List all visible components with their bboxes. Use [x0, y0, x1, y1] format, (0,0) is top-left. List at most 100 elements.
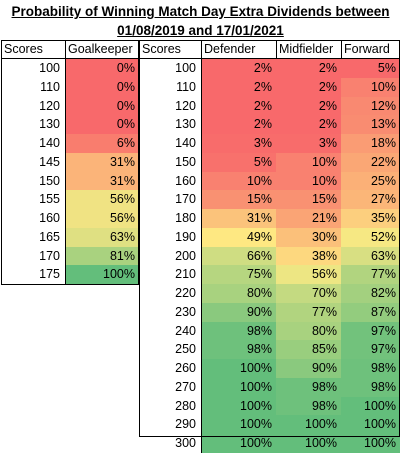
outfield-header-2[interactable]: Midfielder — [279, 42, 334, 56]
goalkeeper-probability-cell[interactable]: 81% — [65, 246, 139, 266]
forward-probability-cell[interactable]: 82% — [341, 284, 400, 304]
goalkeeper-score-cell[interactable]: 165 — [39, 229, 60, 244]
midfielder-probability-cell[interactable]: 98% — [276, 396, 341, 416]
goalkeeper-score-cell[interactable]: 150 — [39, 173, 60, 188]
midfielder-probability-cell[interactable]: 77% — [276, 302, 341, 322]
goalkeeper-probability-cell[interactable]: 6% — [65, 134, 139, 154]
forward-probability-cell[interactable]: 97% — [341, 340, 400, 360]
forward-probability-cell[interactable]: 22% — [341, 152, 400, 172]
midfielder-probability-cell[interactable]: 85% — [276, 340, 341, 360]
defender-probability-cell[interactable]: 49% — [201, 227, 276, 247]
forward-probability-cell[interactable]: 87% — [341, 302, 400, 322]
outfield-score-cell[interactable]: 120 — [175, 98, 196, 113]
forward-probability-cell[interactable]: 5% — [341, 59, 400, 79]
outfield-score-cell[interactable]: 230 — [175, 304, 196, 319]
midfielder-probability-cell[interactable]: 70% — [276, 284, 341, 304]
goalkeeper-probability-cell[interactable]: 0% — [65, 96, 139, 116]
midfielder-probability-cell[interactable]: 2% — [276, 77, 341, 97]
goalkeeper-probability-cell[interactable]: 63% — [65, 227, 139, 247]
midfielder-probability-cell[interactable]: 30% — [276, 227, 341, 247]
goalkeeper-probability-cell[interactable]: 100% — [65, 265, 139, 285]
goalkeeper-header-0[interactable]: Scores — [4, 42, 43, 56]
goalkeeper-score-cell[interactable]: 120 — [39, 98, 60, 113]
goalkeeper-header-1[interactable]: Goalkeeper — [68, 42, 133, 56]
midfielder-probability-cell[interactable]: 38% — [276, 246, 341, 266]
goalkeeper-probability-cell[interactable]: 56% — [65, 190, 139, 210]
outfield-header-1[interactable]: Defender — [204, 42, 256, 56]
defender-probability-cell[interactable]: 5% — [201, 152, 276, 172]
midfielder-probability-cell[interactable]: 2% — [276, 115, 341, 135]
defender-probability-cell[interactable]: 98% — [201, 340, 276, 360]
goalkeeper-probability-cell[interactable]: 31% — [65, 171, 139, 191]
defender-probability-cell[interactable]: 80% — [201, 284, 276, 304]
goalkeeper-score-cell[interactable]: 145 — [39, 154, 60, 169]
outfield-score-cell[interactable]: 160 — [175, 173, 196, 188]
goalkeeper-score-cell[interactable]: 155 — [39, 192, 60, 207]
outfield-score-cell[interactable]: 170 — [175, 192, 196, 207]
midfielder-probability-cell[interactable]: 10% — [276, 171, 341, 191]
forward-probability-cell[interactable]: 10% — [341, 77, 400, 97]
defender-probability-cell[interactable]: 90% — [201, 302, 276, 322]
forward-probability-cell[interactable]: 12% — [341, 96, 400, 116]
defender-probability-cell[interactable]: 2% — [201, 115, 276, 135]
goalkeeper-score-cell[interactable]: 140 — [39, 136, 60, 150]
midfielder-probability-cell[interactable]: 90% — [276, 359, 341, 379]
midfielder-probability-cell[interactable]: 15% — [276, 190, 341, 210]
forward-probability-cell[interactable]: 13% — [341, 115, 400, 135]
goalkeeper-probability-cell[interactable]: 0% — [65, 115, 139, 135]
forward-probability-cell[interactable]: 18% — [341, 134, 400, 154]
defender-probability-cell[interactable]: 100% — [201, 434, 276, 453]
outfield-score-cell[interactable]: 180 — [175, 211, 196, 225]
midfielder-probability-cell[interactable]: 3% — [276, 134, 341, 154]
forward-probability-cell[interactable]: 100% — [341, 434, 400, 453]
goalkeeper-score-cell[interactable]: 160 — [39, 211, 60, 225]
goalkeeper-probability-cell[interactable]: 0% — [65, 59, 139, 79]
outfield-score-cell[interactable]: 110 — [176, 79, 196, 94]
midfielder-probability-cell[interactable]: 100% — [276, 434, 341, 453]
forward-probability-cell[interactable]: 77% — [341, 265, 400, 285]
forward-probability-cell[interactable]: 98% — [341, 359, 400, 379]
goalkeeper-score-cell[interactable]: 110 — [40, 79, 60, 94]
outfield-score-cell[interactable]: 200 — [175, 248, 196, 263]
defender-probability-cell[interactable]: 10% — [201, 171, 276, 191]
goalkeeper-score-cell[interactable]: 170 — [39, 248, 60, 263]
defender-probability-cell[interactable]: 100% — [201, 377, 276, 397]
outfield-score-cell[interactable]: 260 — [175, 361, 196, 375]
outfield-score-cell[interactable]: 270 — [175, 379, 196, 394]
outfield-score-cell[interactable]: 190 — [175, 229, 196, 244]
defender-probability-cell[interactable]: 2% — [201, 96, 276, 116]
outfield-header-0[interactable]: Scores — [142, 42, 181, 56]
midfielder-probability-cell[interactable]: 21% — [276, 209, 341, 229]
defender-probability-cell[interactable]: 3% — [201, 134, 276, 154]
outfield-score-cell[interactable]: 220 — [175, 286, 196, 300]
goalkeeper-probability-cell[interactable]: 56% — [65, 209, 139, 229]
goalkeeper-probability-cell[interactable]: 0% — [65, 77, 139, 97]
forward-probability-cell[interactable]: 25% — [341, 171, 400, 191]
defender-probability-cell[interactable]: 75% — [201, 265, 276, 285]
outfield-score-cell[interactable]: 300 — [175, 436, 196, 450]
outfield-header-3[interactable]: Forward — [344, 42, 390, 56]
outfield-score-cell[interactable]: 150 — [175, 154, 196, 169]
midfielder-probability-cell[interactable]: 80% — [276, 321, 341, 341]
forward-probability-cell[interactable]: 100% — [341, 396, 400, 416]
outfield-score-cell[interactable]: 240 — [175, 323, 196, 338]
forward-probability-cell[interactable]: 100% — [341, 415, 400, 435]
defender-probability-cell[interactable]: 100% — [201, 396, 276, 416]
defender-probability-cell[interactable]: 15% — [201, 190, 276, 210]
outfield-score-cell[interactable]: 250 — [175, 342, 196, 357]
defender-probability-cell[interactable]: 66% — [201, 246, 276, 266]
midfielder-probability-cell[interactable]: 2% — [276, 96, 341, 116]
defender-probability-cell[interactable]: 2% — [201, 59, 276, 79]
defender-probability-cell[interactable]: 98% — [201, 321, 276, 341]
defender-probability-cell[interactable]: 100% — [201, 415, 276, 435]
goalkeeper-score-cell[interactable]: 175 — [39, 267, 60, 282]
outfield-score-cell[interactable]: 100 — [175, 61, 196, 75]
goalkeeper-score-cell[interactable]: 130 — [39, 117, 60, 132]
forward-probability-cell[interactable]: 98% — [341, 377, 400, 397]
forward-probability-cell[interactable]: 27% — [341, 190, 400, 210]
midfielder-probability-cell[interactable]: 2% — [276, 59, 341, 79]
defender-probability-cell[interactable]: 31% — [201, 209, 276, 229]
midfielder-probability-cell[interactable]: 10% — [276, 152, 341, 172]
outfield-score-cell[interactable]: 280 — [175, 398, 196, 413]
outfield-score-cell[interactable]: 140 — [175, 136, 196, 150]
